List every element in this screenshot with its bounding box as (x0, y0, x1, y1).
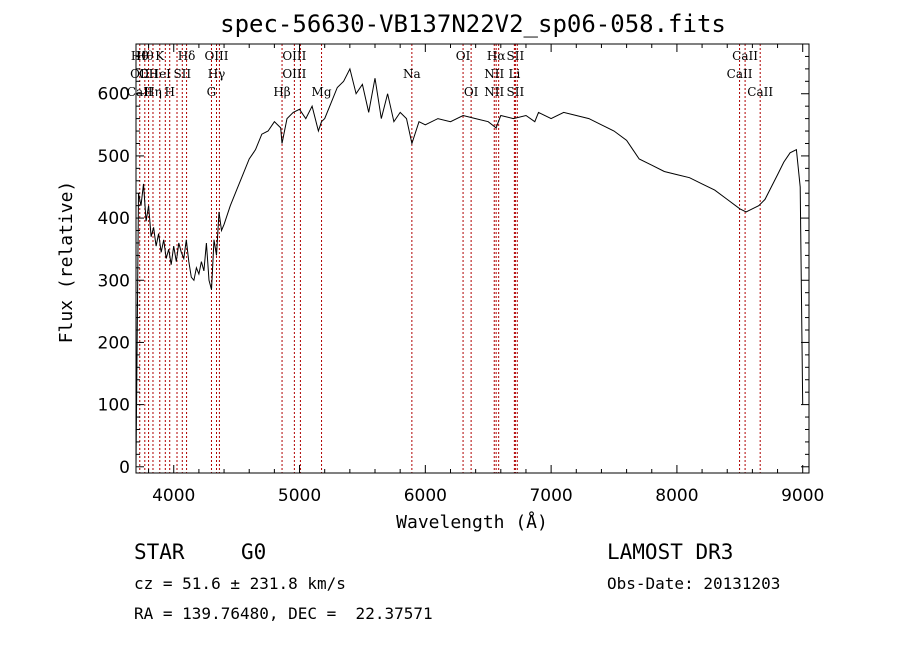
line-label: CaII (127, 85, 153, 99)
y-tick-label: 400 (98, 209, 130, 229)
object-class: STAR (134, 540, 185, 564)
line-label: Hδ (178, 49, 196, 63)
line-label: SII (507, 49, 525, 63)
line-label: G (207, 85, 217, 99)
redshift-text: cz = 51.6 ± 231.8 km/s (134, 574, 346, 593)
line-label: Hα (487, 49, 506, 63)
y-tick-label: 300 (98, 271, 130, 291)
x-tick-label: 5000 (278, 486, 321, 506)
line-label: Hθ (136, 49, 154, 63)
line-label: SII (173, 67, 191, 81)
line-label: SII (507, 85, 525, 99)
line-label: H (164, 85, 174, 99)
line-label: Hη (144, 85, 162, 99)
line-label: Na (403, 67, 421, 81)
y-axis-ticks: 0 100 200 300 400 500 600 (98, 55, 809, 478)
line-label: Mg (312, 85, 332, 99)
line-label: CaII (732, 49, 758, 63)
x-tick-label: 7000 (529, 486, 572, 506)
line-label: K (155, 49, 165, 63)
spectrum-line (135, 67, 804, 467)
spectrum-chart: spec-56630-VB137N22V2_sp06-058.fits Hθ OI… (56, 10, 824, 533)
x-tick-label: 4000 (152, 486, 195, 506)
line-label: OIII (204, 49, 228, 63)
y-tick-label: 200 (98, 333, 130, 353)
y-tick-label: 0 (119, 458, 130, 478)
x-tick-label: 9000 (781, 486, 824, 506)
line-label: NII (484, 67, 504, 81)
line-label: HeI (149, 67, 172, 81)
y-tick-label: 500 (98, 147, 130, 167)
line-label: OI (456, 49, 471, 63)
x-tick-label: 8000 (655, 486, 698, 506)
line-label: NII (484, 85, 504, 99)
spectral-line-labels: HθOIICaIIHθOIIHηKHeIHSIIHδGOIIIHγHβOIIIO… (127, 49, 773, 99)
obs-date-text: Obs-Date: 20131203 (607, 574, 781, 593)
line-label: OII (139, 67, 159, 81)
x-axis-ticks: 4000 5000 6000 7000 8000 9000 (148, 44, 824, 506)
object-subclass: G0 (241, 540, 267, 564)
line-label: CaII (727, 67, 753, 81)
y-axis-label: Flux (relative) (56, 181, 77, 344)
line-label: OIII (282, 67, 306, 81)
spectral-line-markers (139, 44, 761, 473)
line-label: Hβ (273, 85, 290, 99)
coordinates-text: RA = 139.76480, DEC = 22.37571 (134, 604, 433, 623)
line-label: OIII (282, 49, 306, 63)
y-tick-label: 100 (98, 396, 130, 416)
line-label: CaII (747, 85, 773, 99)
y-tick-label: 600 (98, 85, 130, 105)
line-label: Li (508, 67, 520, 81)
x-tick-label: 6000 (404, 486, 447, 506)
survey-name: LAMOST DR3 (607, 540, 734, 564)
chart-title: spec-56630-VB137N22V2_sp06-058.fits (220, 10, 726, 38)
line-label: Hγ (208, 67, 226, 81)
plot-frame (135, 43, 810, 474)
line-label: OII (130, 67, 150, 81)
line-label: OI (464, 85, 479, 99)
x-axis-label: Wavelength (Å) (396, 511, 548, 533)
